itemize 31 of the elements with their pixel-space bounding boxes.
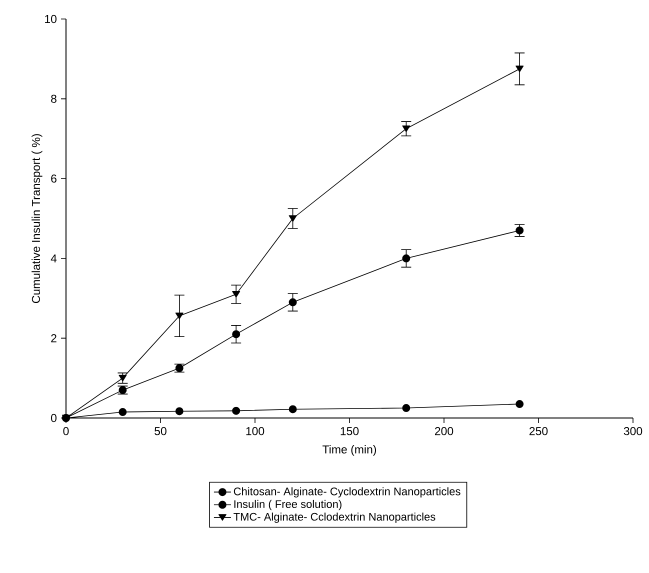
point [402, 404, 410, 412]
point [288, 298, 297, 306]
y-tick-label: 0 [51, 414, 57, 422]
point [288, 215, 297, 222]
x-tick-label: 0 [63, 427, 69, 436]
y-tick-label: 6 [51, 174, 56, 183]
y-axis-title: Cumulative Insulin Transport ( %) [32, 134, 42, 304]
y-tick-label: 4 [50, 254, 57, 262]
x-tick-label: 200 [434, 427, 454, 436]
x-axis-title: Time (min) [322, 445, 376, 456]
x-tick-label: 300 [624, 427, 642, 436]
point [288, 405, 297, 414]
point [175, 312, 184, 320]
x-tick-label: 50 [154, 427, 166, 436]
point [232, 291, 240, 298]
point [175, 407, 184, 416]
x-tick-label: 250 [529, 427, 548, 436]
legend-label: Chitosan- Alginate- Cyclodextrin Nanoparticles [234, 487, 460, 498]
point [232, 406, 240, 415]
point [402, 254, 410, 262]
point [232, 330, 240, 338]
y-tick-label: 2 [51, 334, 56, 342]
legend-label: Insulin ( Free solution) [234, 500, 342, 510]
point [516, 66, 524, 72]
x-tick-label: 100 [246, 427, 264, 436]
y-tick-label: 8 [51, 94, 56, 103]
y-tick-label: 10 [45, 14, 57, 24]
x-tick-label: 150 [340, 427, 359, 436]
legend-label: TMC- Alginate- Cclodextrin Nanoparticles [234, 512, 436, 523]
point [516, 400, 524, 408]
point [118, 408, 127, 416]
